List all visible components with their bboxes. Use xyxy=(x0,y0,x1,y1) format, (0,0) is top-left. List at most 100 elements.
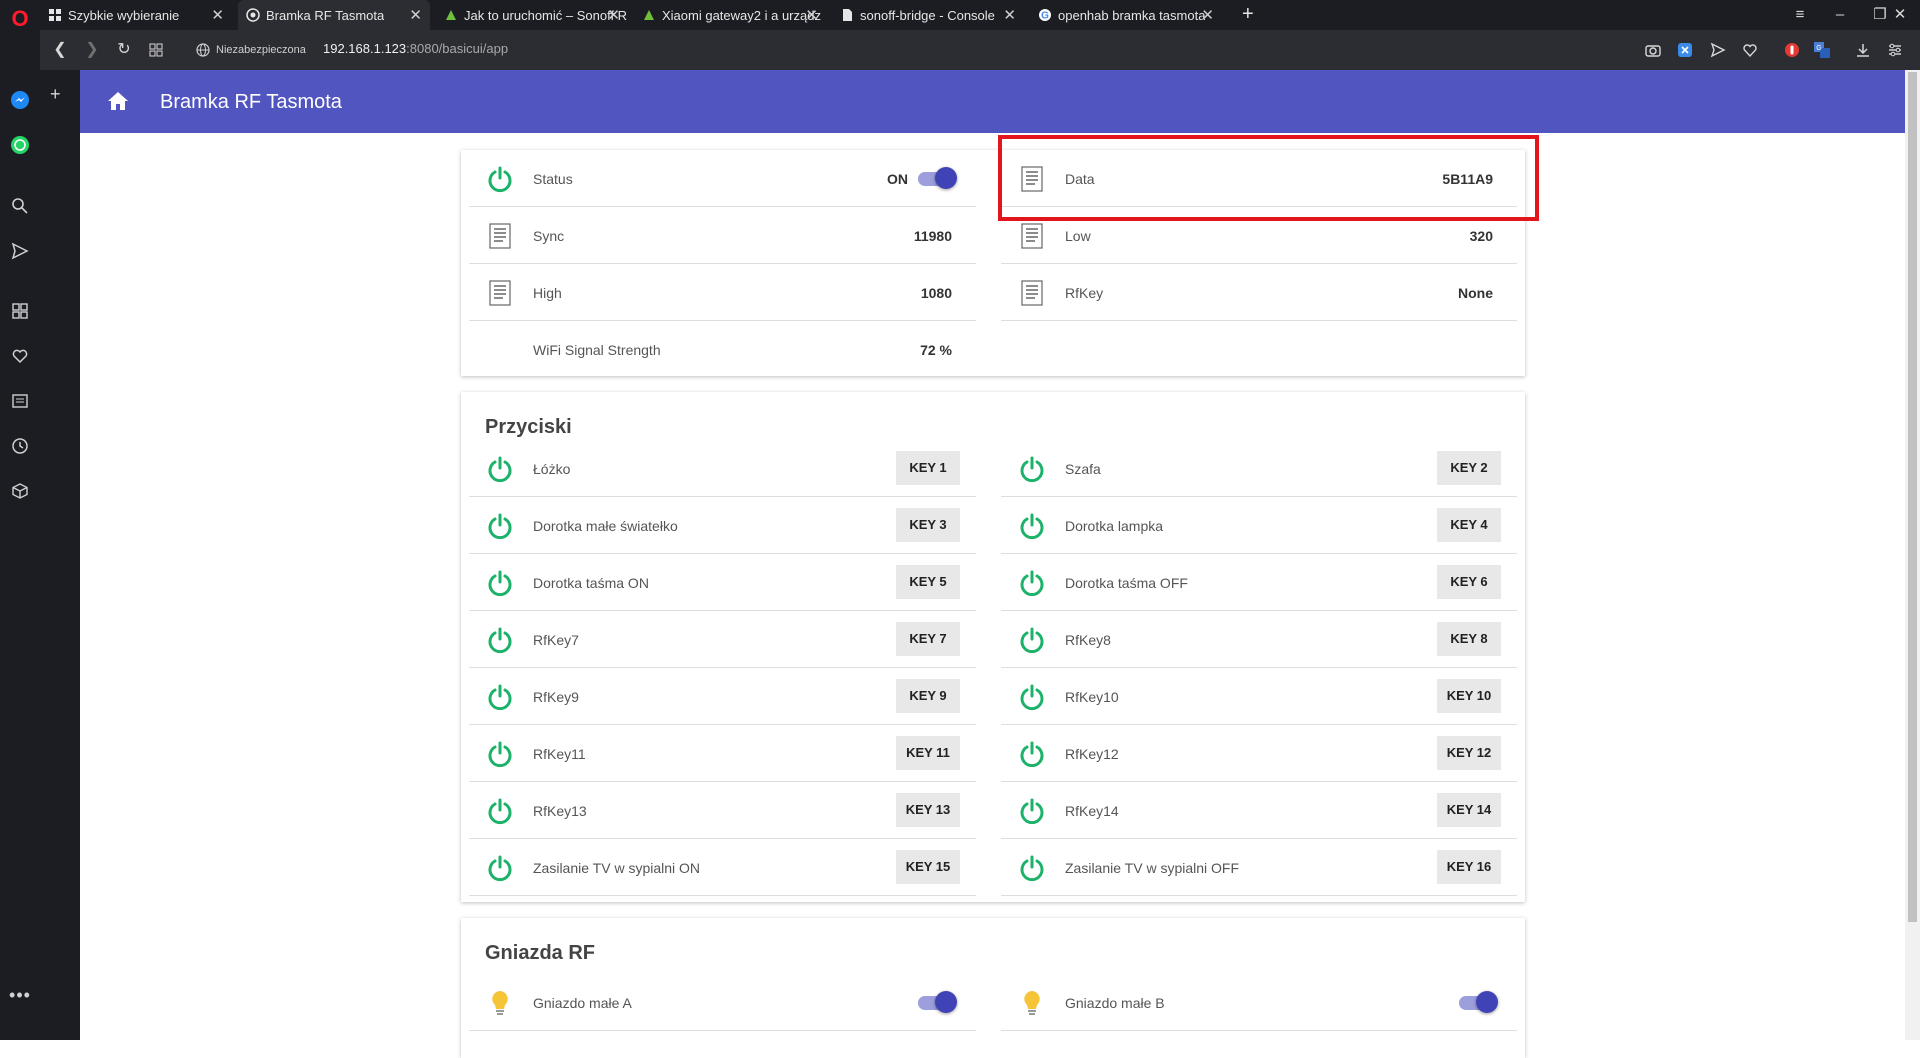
history-icon[interactable] xyxy=(6,432,34,460)
key-button[interactable]: KEY 8 xyxy=(1437,622,1501,656)
search-icon[interactable] xyxy=(6,192,34,220)
button-row: RfKey10 KEY 10 xyxy=(1001,668,1517,725)
key-button[interactable]: KEY 14 xyxy=(1437,793,1501,827)
power-icon xyxy=(488,627,512,654)
close-icon[interactable]: ✕ xyxy=(805,7,818,24)
key-button[interactable]: KEY 2 xyxy=(1437,451,1501,485)
messenger-icon[interactable] xyxy=(6,86,34,114)
translate-icon[interactable]: G xyxy=(1812,40,1832,60)
key-button[interactable]: KEY 16 xyxy=(1437,850,1501,884)
button-row: Łóżko KEY 1 xyxy=(469,440,976,497)
power-icon xyxy=(488,855,512,882)
add-panel-icon[interactable]: + xyxy=(50,84,61,104)
scrollbar-thumb[interactable] xyxy=(1908,72,1917,922)
key-button[interactable]: KEY 11 xyxy=(896,736,960,770)
button-row: RfKey7 KEY 7 xyxy=(469,611,976,668)
button-row: Dorotka lampka KEY 4 xyxy=(1001,497,1517,554)
tab-title: Bramka RF Tasmota xyxy=(266,7,385,23)
download-icon[interactable] xyxy=(1853,40,1873,60)
bookmark-heart-icon[interactable] xyxy=(1740,40,1760,60)
send-icon[interactable] xyxy=(1708,40,1728,60)
browser-sidebar: O ••• xyxy=(0,0,40,1040)
socket-toggle[interactable] xyxy=(918,991,957,1013)
key-button[interactable]: KEY 3 xyxy=(896,508,960,542)
vpn-icon[interactable] xyxy=(1675,40,1695,60)
page-title: Bramka RF Tasmota xyxy=(160,91,342,113)
close-icon[interactable]: ✕ xyxy=(409,7,422,24)
key-button[interactable]: KEY 6 xyxy=(1437,565,1501,599)
tab-title: openhab bramka tasmota xyxy=(1058,7,1206,23)
close-icon[interactable]: ✕ xyxy=(607,7,620,24)
button-row: Zasilanie TV w sypialni ON KEY 15 xyxy=(469,839,976,896)
openhab-icon xyxy=(246,8,260,22)
key-button[interactable]: KEY 5 xyxy=(896,565,960,599)
security-indicator[interactable]: Niezabezpieczona xyxy=(196,40,306,60)
status-toggle[interactable] xyxy=(918,167,957,189)
button-row: RfKey12 KEY 12 xyxy=(1001,725,1517,782)
window-close-icon[interactable]: ✕ xyxy=(1893,6,1907,23)
button-label: Dorotka taśma ON xyxy=(533,575,649,591)
google-icon: G xyxy=(1039,9,1051,22)
button-row: RfKey9 KEY 9 xyxy=(469,668,976,725)
button-label: RfKey9 xyxy=(533,689,579,705)
home-icon[interactable] xyxy=(105,88,131,114)
extensions-icon[interactable] xyxy=(6,477,34,505)
key-button[interactable]: KEY 15 xyxy=(896,850,960,884)
tab-xiaomi[interactable]: Xiaomi gateway2 i a urządz ✕ xyxy=(634,0,826,30)
url-field[interactable]: 192.168.1.123:8080/basicui/app xyxy=(323,41,508,56)
easy-setup-icon[interactable] xyxy=(1885,40,1905,60)
reload-icon[interactable]: ↻ xyxy=(117,41,131,58)
key-button[interactable]: KEY 13 xyxy=(896,793,960,827)
heart-icon[interactable] xyxy=(6,342,34,370)
close-icon[interactable]: ✕ xyxy=(1201,7,1214,24)
status-label: Status xyxy=(533,171,573,187)
news-icon[interactable] xyxy=(6,387,34,415)
rfkey-value: None xyxy=(1458,285,1493,301)
power-icon xyxy=(488,684,512,711)
tab-sonoff-console[interactable]: sonoff-bridge - Console ✕ xyxy=(832,0,1024,30)
tab-menu-icon[interactable]: ≡ xyxy=(1795,6,1805,23)
opera-logo-icon[interactable]: O xyxy=(11,6,29,31)
forum-icon xyxy=(644,10,654,20)
button-label: Zasilanie TV w sypialni ON xyxy=(533,860,701,876)
key-button[interactable]: KEY 1 xyxy=(896,451,960,485)
power-icon xyxy=(488,166,512,193)
speed-dial-icon[interactable] xyxy=(144,38,168,62)
key-button[interactable]: KEY 4 xyxy=(1437,508,1501,542)
wifi-label: WiFi Signal Strength xyxy=(533,342,661,358)
button-row: Szafa KEY 2 xyxy=(1001,440,1517,497)
minimize-icon[interactable]: – xyxy=(1835,6,1845,23)
document-icon xyxy=(1021,280,1043,306)
more-icon[interactable]: ••• xyxy=(9,985,31,1005)
status-row: Status ON xyxy=(469,150,976,207)
close-icon[interactable]: ✕ xyxy=(1003,7,1016,24)
status-value: ON xyxy=(887,171,908,187)
button-label: Dorotka małe światełko xyxy=(533,518,678,534)
camera-icon[interactable] xyxy=(1643,40,1663,60)
address-bar: ❮ ❯ ↻ Niezabezpieczona 192.168.1.123:808… xyxy=(40,30,1920,70)
forward-icon[interactable]: ❯ xyxy=(85,41,99,58)
power-icon xyxy=(1020,627,1044,654)
key-button[interactable]: KEY 12 xyxy=(1437,736,1501,770)
new-tab-icon[interactable]: + xyxy=(1242,3,1254,25)
button-label: RfKey12 xyxy=(1065,746,1119,762)
lightbulb-icon xyxy=(1024,991,1040,1015)
sidebar-panel-strip: + xyxy=(40,70,80,1040)
whatsapp-icon[interactable] xyxy=(6,131,34,159)
adblock-icon[interactable] xyxy=(1782,40,1802,60)
tab-google-search[interactable]: G openhab bramka tasmota ✕ xyxy=(1030,0,1222,30)
close-icon[interactable]: ✕ xyxy=(211,7,224,24)
key-button[interactable]: KEY 10 xyxy=(1437,679,1501,713)
tab-jak-to[interactable]: Jak to uruchomić – Sonoff R ✕ xyxy=(436,0,628,30)
maximize-icon[interactable]: ❐ xyxy=(1873,6,1887,23)
svg-text:G: G xyxy=(1816,45,1821,52)
back-icon[interactable]: ❮ xyxy=(53,41,67,58)
socket-toggle[interactable] xyxy=(1459,991,1498,1013)
tab-bramka[interactable]: Bramka RF Tasmota ✕ xyxy=(238,0,430,30)
send-icon[interactable] xyxy=(6,237,34,265)
scrollbar[interactable] xyxy=(1905,70,1920,1040)
speed-dial-icon[interactable] xyxy=(6,297,34,325)
key-button[interactable]: KEY 9 xyxy=(896,679,960,713)
tab-speed-dial[interactable]: Szybkie wybieranie ✕ xyxy=(40,0,232,30)
key-button[interactable]: KEY 7 xyxy=(896,622,960,656)
